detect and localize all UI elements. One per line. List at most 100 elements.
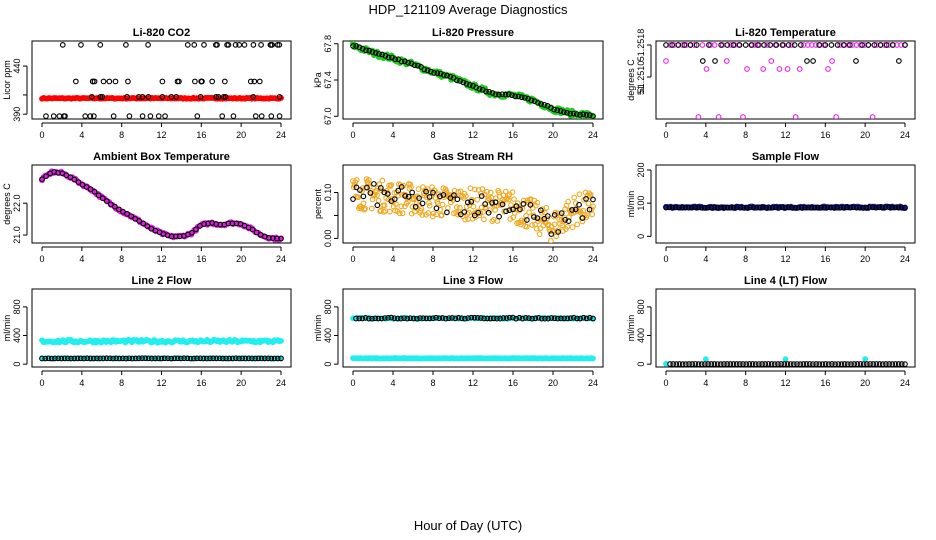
- x-tick-label: 4: [79, 254, 84, 264]
- x-tick-label: 20: [236, 254, 246, 264]
- data-point: [203, 355, 210, 362]
- data-point: [255, 355, 262, 362]
- data-point: [97, 355, 103, 362]
- data-point: [89, 78, 96, 85]
- data-point: [395, 187, 402, 194]
- data-point: [516, 314, 523, 321]
- data-point: [407, 181, 414, 188]
- data-point: [785, 42, 792, 48]
- data-point: [832, 361, 838, 367]
- data-point: [851, 361, 858, 367]
- plot-frame: [655, 288, 916, 368]
- plot-frame: [31, 164, 292, 244]
- data-point: [87, 186, 94, 192]
- data-point: [377, 185, 384, 191]
- data-point: [250, 94, 257, 100]
- data-point: [148, 355, 155, 362]
- data-point: [482, 201, 489, 207]
- data-point: [199, 78, 205, 85]
- y-tick-label: 67.4: [323, 71, 333, 89]
- data-point: [258, 113, 265, 119]
- data-point: [519, 315, 526, 322]
- data-point: [439, 315, 446, 321]
- x-tick-label: 4: [703, 378, 708, 388]
- data-point: [452, 315, 459, 322]
- data-point: [760, 66, 767, 72]
- data-point: [447, 195, 454, 202]
- data-point: [81, 355, 87, 362]
- data-point: [455, 314, 462, 321]
- y-tick-label: 51.2518: [636, 29, 646, 62]
- data-point: [683, 361, 689, 367]
- data-point: [467, 185, 474, 192]
- x-tick-label: 8: [743, 378, 748, 388]
- data-point: [663, 58, 669, 64]
- data-point: [835, 361, 842, 367]
- data-point: [711, 361, 718, 367]
- data-point: [862, 356, 869, 363]
- data-point: [782, 356, 789, 363]
- data-point: [443, 188, 450, 194]
- data-point: [562, 216, 569, 223]
- data-point: [222, 94, 229, 100]
- data-point: [819, 361, 826, 367]
- data-point: [706, 42, 712, 48]
- data-point: [551, 221, 558, 228]
- data-point: [860, 361, 867, 367]
- data-point: [39, 176, 45, 183]
- data-point: [569, 207, 575, 213]
- data-point: [743, 204, 750, 211]
- data-point: [142, 355, 149, 362]
- data-point: [886, 204, 892, 211]
- x-tick-label: 0: [350, 254, 355, 264]
- data-point: [511, 196, 517, 202]
- data-point: [161, 355, 168, 362]
- data-point: [387, 208, 393, 215]
- series-1: [350, 355, 596, 362]
- data-point: [178, 355, 184, 362]
- x-tick-label: 20: [236, 130, 246, 140]
- data-point: [431, 70, 437, 76]
- data-point: [870, 361, 877, 367]
- data-point: [462, 315, 468, 322]
- data-point: [675, 42, 682, 48]
- data-point: [534, 215, 541, 221]
- data-point: [558, 210, 565, 216]
- data-point: [869, 114, 876, 119]
- data-point: [232, 355, 239, 362]
- data-point: [565, 218, 572, 224]
- data-point: [730, 204, 737, 211]
- data-point: [184, 42, 191, 48]
- data-point: [415, 186, 422, 192]
- data-point: [502, 91, 509, 98]
- data-point: [471, 212, 478, 219]
- data-point: [221, 78, 228, 85]
- data-point: [215, 94, 222, 100]
- x-tick-label: 4: [390, 254, 395, 264]
- data-point: [372, 50, 379, 56]
- data-point: [71, 355, 78, 362]
- data-point: [418, 205, 425, 212]
- data-point: [571, 194, 578, 201]
- data-point: [268, 113, 275, 119]
- data-point: [879, 204, 886, 211]
- x-tick-label: 20: [236, 378, 246, 388]
- data-point: [520, 201, 527, 207]
- data-point: [126, 355, 133, 362]
- data-point: [496, 91, 502, 98]
- data-point: [393, 201, 399, 208]
- data-point: [100, 355, 107, 362]
- data-point: [666, 204, 673, 211]
- data-point: [526, 315, 532, 321]
- data-point: [433, 314, 439, 321]
- data-point: [538, 315, 545, 322]
- data-point: [529, 222, 535, 228]
- panel-title: Li-820 Pressure: [432, 27, 514, 39]
- data-point: [789, 204, 795, 211]
- data-point: [385, 54, 392, 61]
- data-point: [388, 182, 395, 188]
- data-point: [56, 113, 63, 119]
- data-point: [360, 200, 367, 207]
- x-tick-label: 8: [430, 130, 435, 140]
